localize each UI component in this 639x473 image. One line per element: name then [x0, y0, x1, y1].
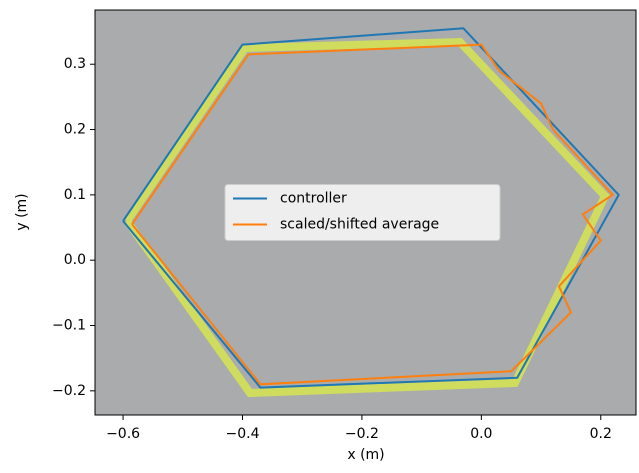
x-tick-label: −0.2 [345, 426, 379, 442]
x-tick-label: −0.6 [106, 426, 140, 442]
y-axis-label: y (m) [14, 193, 30, 230]
y-tick-label: −0.1 [52, 318, 86, 334]
x-axis-label: x (m) [347, 447, 384, 463]
y-tick-label: 0.3 [64, 56, 86, 72]
series-line [131, 43, 615, 386]
series-line [122, 27, 620, 389]
x-tick-label: −0.4 [225, 426, 259, 442]
legend-label: scaled/shifted average [280, 217, 439, 233]
tape-marks [123, 37, 610, 398]
legend-label: controller [280, 191, 347, 207]
legend-box [224, 184, 501, 241]
plot-frame [94, 9, 637, 416]
y-tick-label: 0.1 [64, 187, 86, 203]
x-tick-label: 0.0 [470, 426, 492, 442]
y-tick-label: 0.0 [64, 252, 86, 268]
y-tick-label: −0.2 [52, 383, 86, 399]
y-tick-label: 0.2 [64, 122, 86, 138]
x-tick-label: 0.2 [590, 426, 612, 442]
